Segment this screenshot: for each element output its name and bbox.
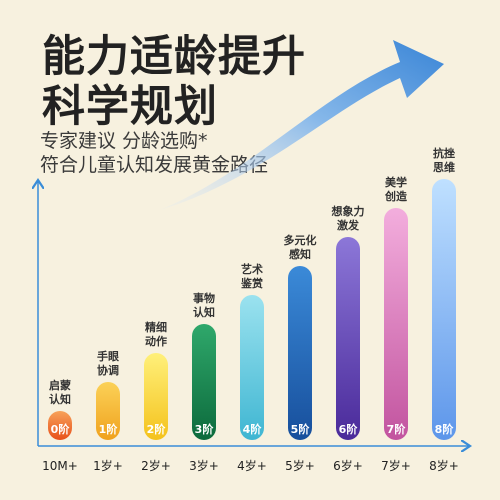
category-label-5: 5岁+ — [285, 458, 315, 473]
bar-level-label-2: 2阶 — [147, 422, 167, 436]
bar-4 — [240, 295, 264, 440]
bar-level-label-0: 0阶 — [51, 422, 71, 436]
bar-annotation-8-0: 抗挫 — [433, 146, 455, 160]
bar-annotation-5-0: 多元化 — [284, 233, 317, 247]
category-label-4: 4岁+ — [237, 458, 267, 473]
bar-level-label-4: 4阶 — [243, 422, 263, 436]
category-label-7: 7岁+ — [381, 458, 411, 473]
category-label-1: 1岁+ — [93, 458, 123, 473]
bar-annotation-2-0: 精细 — [145, 320, 167, 334]
bar-level-label-7: 7阶 — [387, 422, 407, 436]
bar-annotation-6-1: 激发 — [337, 218, 360, 232]
bar-7 — [384, 208, 408, 440]
bar-annotation-3-0: 事物 — [193, 291, 215, 305]
category-label-3: 3岁+ — [189, 458, 219, 473]
bar-annotation-7-0: 美学 — [385, 175, 407, 189]
bar-2 — [144, 353, 168, 440]
bar-annotation-1-1: 协调 — [97, 363, 119, 377]
subheading-line-1: 专家建议 分龄选购* — [40, 130, 208, 152]
category-label-2: 2岁+ — [141, 458, 171, 473]
category-label-6: 6岁+ — [333, 458, 363, 473]
headline-line-2: 科学规划 — [42, 82, 218, 132]
bar-annotation-0-0: 启蒙 — [49, 378, 71, 392]
growth-arrow — [160, 40, 444, 210]
bar-annotation-1-0: 手眼 — [97, 349, 119, 363]
bar-level-label-1: 1阶 — [99, 422, 119, 436]
bar-5 — [288, 266, 312, 440]
bar-annotation-6-0: 想象力 — [331, 204, 365, 218]
bar-1 — [96, 382, 120, 440]
headline-line-1: 能力适龄提升 — [42, 32, 306, 82]
bar-3 — [192, 324, 216, 440]
subheading-line-2: 符合儿童认知发展黄金路径 — [40, 154, 269, 176]
bar-level-label-6: 6阶 — [339, 422, 359, 436]
bar-level-label-3: 3阶 — [195, 422, 215, 436]
bar-annotation-0-1: 认知 — [49, 392, 71, 406]
bar-annotation-5-1: 感知 — [289, 247, 311, 261]
bar-annotation-7-1: 创造 — [384, 189, 408, 203]
category-label-8: 8岁+ — [429, 458, 459, 473]
bar-annotation-4-1: 鉴赏 — [240, 276, 263, 290]
bar-0 — [48, 411, 72, 440]
bar-8 — [432, 179, 456, 440]
category-label-0: 10M+ — [42, 459, 78, 473]
bar-annotation-2-1: 动作 — [145, 334, 167, 348]
bar-level-label-8: 8阶 — [435, 422, 455, 436]
bar-annotation-3-1: 认知 — [193, 305, 215, 319]
bar-annotation-4-0: 艺术 — [241, 262, 263, 276]
bar-annotation-8-1: 思维 — [433, 160, 455, 174]
bar-6 — [336, 237, 360, 440]
bar-level-label-5: 5阶 — [291, 422, 311, 436]
